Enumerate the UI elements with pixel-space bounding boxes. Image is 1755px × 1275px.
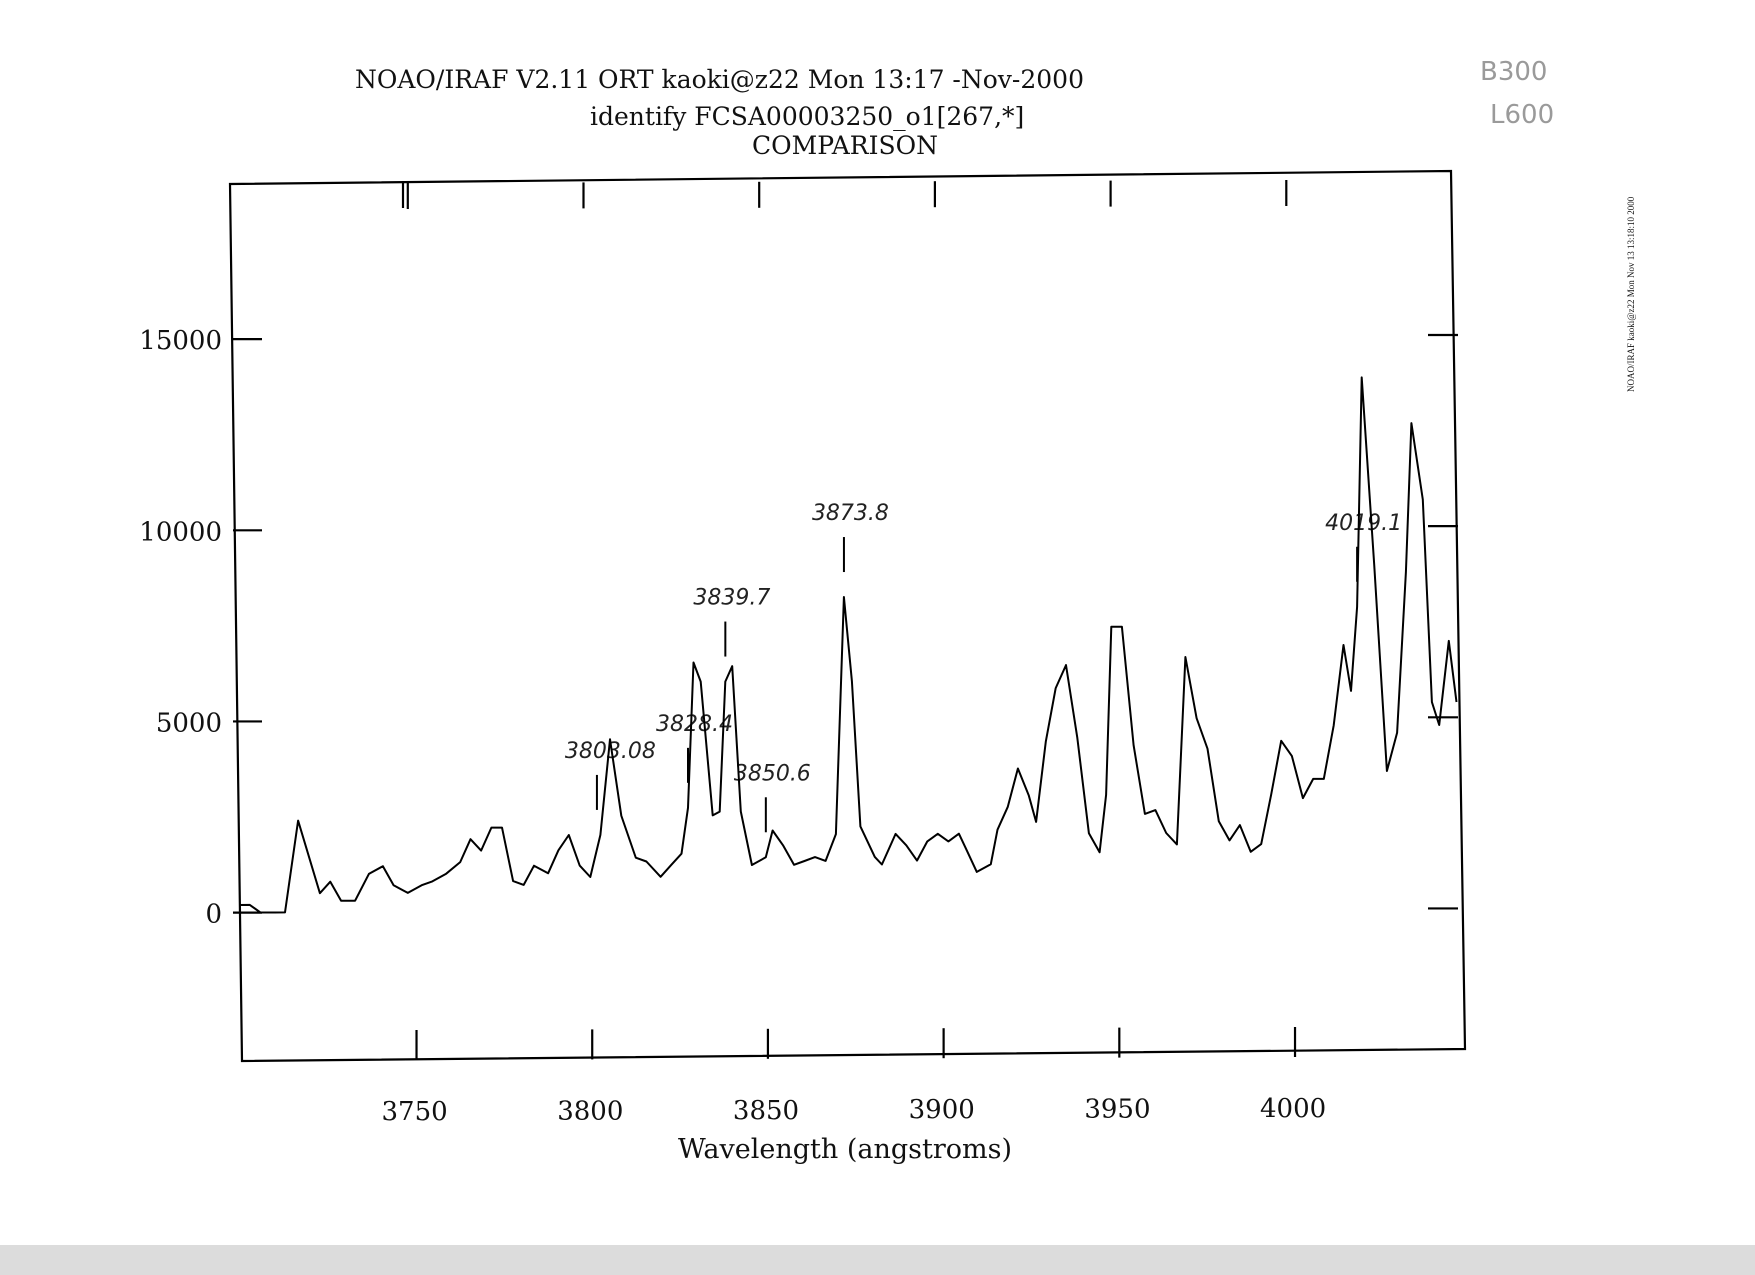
annotation-label-2: 3839.7 (693, 586, 770, 611)
header-line-3: COMPARISON (752, 131, 938, 160)
annotation-label-3: 3850.6 (734, 761, 811, 786)
x-tick-label-3800: 3800 (557, 1096, 623, 1126)
annotation-label-1: 3828.4 (656, 712, 733, 737)
header-line-2: identify FCSA00003250_o1[267,*] (590, 102, 1024, 131)
y-tick-label-15000: 15000 (139, 326, 222, 356)
side-stamp: NOAO/IRAF kaoki@z22 Mon Nov 13 13:18:10 … (1626, 196, 1636, 392)
annotation-label-5: 4019.1 (1325, 511, 1402, 536)
x-tick-label-3900: 3900 (909, 1095, 975, 1125)
y-tick-label-10000: 10000 (139, 517, 222, 547)
plot-frame (228, 169, 1467, 1063)
y-tick-label-5000: 5000 (156, 708, 222, 738)
paper-sheet (0, 0, 1755, 1245)
spectrum-chart: NOAO/IRAF V2.11 ORT kaoki@z22 Mon 13:17 … (139, 57, 1636, 1165)
axis-ticks (233, 180, 1458, 1060)
y-tick-label-0: 0 (205, 900, 222, 930)
annotation-label-4: 3873.8 (812, 501, 889, 526)
x-tick-label-3950: 3950 (1084, 1095, 1150, 1125)
spectrum-line (239, 376, 1458, 914)
x-tick-label-4000: 4000 (1260, 1094, 1326, 1124)
header-line-1: NOAO/IRAF V2.11 ORT kaoki@z22 Mon 13:17 … (355, 65, 1084, 94)
x-axis-title: Wavelength (angstroms) (678, 1134, 1012, 1165)
x-tick-label-3850: 3850 (733, 1096, 799, 1126)
x-tick-label-3750: 3750 (382, 1097, 448, 1127)
corner-note-2: L600 (1490, 100, 1554, 130)
scan-edge (0, 1245, 1755, 1275)
corner-note-1: B300 (1480, 57, 1547, 87)
tick-labels: 3750 3800 3850 3900 3950 4000 0 5000 10000 15000 (139, 326, 1326, 1127)
